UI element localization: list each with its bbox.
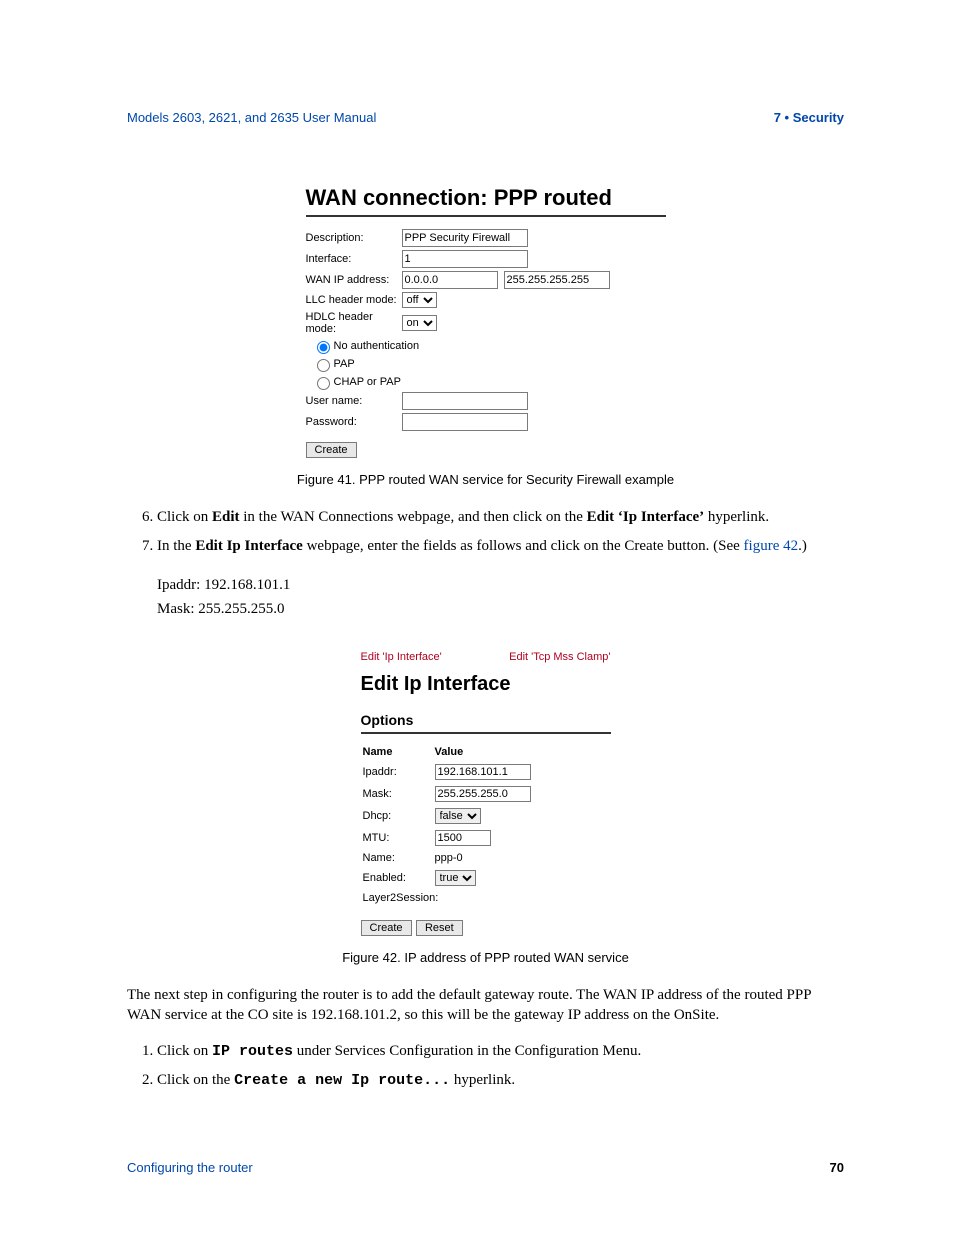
row-layer2-label: Layer2Session: [363,890,609,906]
edit-ip-panel: Edit 'Ip Interface' Edit 'Tcp Mss Clamp'… [361,651,611,936]
tab-ip-interface[interactable]: Edit 'Ip Interface' [361,651,442,663]
radio-no-auth[interactable] [317,341,330,354]
step-b2: Click on the Create a new Ip route... hy… [157,1070,844,1091]
select-llc[interactable]: off [402,292,437,308]
row-dhcp-label: Dhcp: [363,806,433,826]
input-description[interactable] [402,229,528,247]
radio-chap[interactable] [317,377,330,390]
row-mask-label: Mask: [363,784,433,804]
wan-connection-panel: WAN connection: PPP routed Description: … [306,185,666,458]
input-wan-mask[interactable] [504,271,610,289]
edit-title: Edit Ip Interface [361,673,611,696]
footer-left: Configuring the router [127,1160,253,1175]
tab-tcp-mss[interactable]: Edit 'Tcp Mss Clamp' [509,651,610,663]
figure-42-caption: Figure 42. IP address of PPP routed WAN … [127,950,844,965]
label-no-auth: No authentication [334,340,420,352]
options-head: Options [361,706,611,734]
label-wan-ip: WAN IP address: [306,274,402,286]
footer-right: 70 [830,1160,844,1175]
step-b1: Click on IP routes under Services Config… [157,1041,844,1062]
edit-create-button[interactable]: Create [361,920,412,936]
input-mask[interactable] [435,786,531,802]
select-enabled[interactable]: true [435,870,476,886]
row-name2-label: Name: [363,850,433,866]
row-mtu-label: MTU: [363,828,433,848]
input-interface[interactable] [402,250,528,268]
select-dhcp[interactable]: false [435,808,481,824]
step-7: In the Edit Ip Interface webpage, enter … [157,536,844,557]
create-button[interactable]: Create [306,442,357,458]
input-password[interactable] [402,413,528,431]
label-description: Description: [306,232,402,244]
label-pap: PAP [334,358,355,370]
label-interface: Interface: [306,253,402,265]
edit-reset-button[interactable]: Reset [416,920,463,936]
wan-title: WAN connection: PPP routed [306,185,666,217]
label-hdlc: HDLC header mode: [306,311,402,335]
input-username[interactable] [402,392,528,410]
figure-41-caption: Figure 41. PPP routed WAN service for Se… [127,472,844,487]
label-username: User name: [306,395,402,407]
select-hdlc[interactable]: on [402,315,437,331]
col-name: Name [363,744,433,760]
gateway-paragraph: The next step in configuring the router … [127,985,844,1026]
row-ipaddr-label: Ipaddr: [363,762,433,782]
input-ipaddr[interactable] [435,764,531,780]
input-wan-ip[interactable] [402,271,498,289]
header-right: 7 • Security [774,110,844,125]
label-password: Password: [306,416,402,428]
input-mtu[interactable] [435,830,491,846]
row-name2-value: ppp-0 [435,850,609,866]
label-llc: LLC header mode: [306,294,402,306]
figure-42-link[interactable]: figure 42 [744,538,799,554]
radio-pap[interactable] [317,359,330,372]
row-enabled-label: Enabled: [363,868,433,888]
label-chap: CHAP or PAP [334,376,401,388]
step-6: Click on Edit in the WAN Connections web… [157,507,844,528]
col-value: Value [435,744,609,760]
mask-line: Mask: 255.255.255.0 [157,597,844,621]
header-left: Models 2603, 2621, and 2635 User Manual [127,110,376,125]
ipaddr-line: Ipaddr: 192.168.101.1 [157,573,844,597]
